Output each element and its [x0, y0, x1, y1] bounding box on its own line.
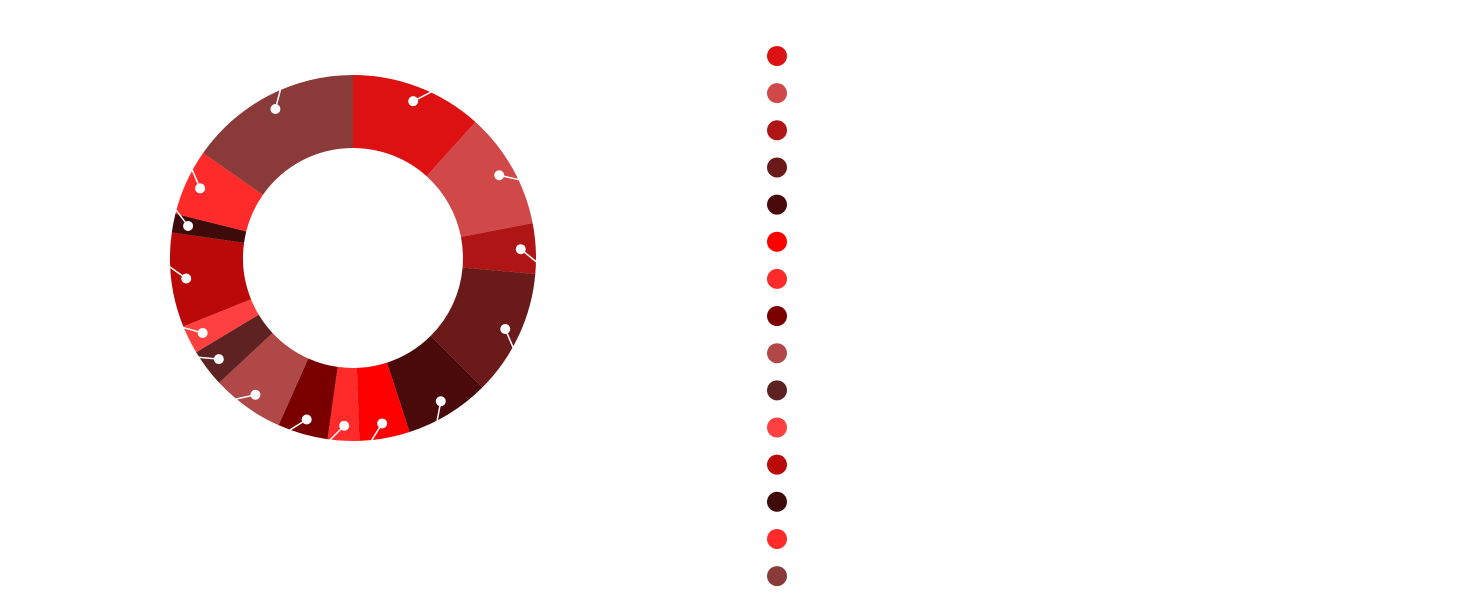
legend-swatch	[767, 268, 787, 289]
legend-swatch	[767, 157, 787, 178]
donut-slice	[353, 75, 476, 177]
leader-dot	[183, 220, 194, 231]
leader-dot	[270, 103, 281, 114]
legend-swatch	[767, 46, 787, 66]
legend-swatch	[767, 380, 787, 401]
leader-dot	[339, 420, 350, 431]
donut-slice	[175, 153, 263, 232]
donut-slice	[171, 213, 247, 243]
legend-swatch	[767, 417, 787, 438]
donut-slice	[327, 366, 360, 441]
leader-dot	[181, 273, 192, 284]
leader-dot	[494, 170, 505, 181]
legend-swatch	[767, 194, 787, 215]
leader-dot	[408, 96, 419, 107]
legend-swatch	[767, 491, 787, 512]
leader-dot	[500, 323, 511, 334]
donut-slice	[169, 232, 252, 327]
legend-swatch	[767, 343, 787, 364]
leader-dot	[213, 354, 224, 365]
donut-slice	[203, 75, 353, 195]
legend-swatch	[767, 231, 787, 252]
legend-swatch	[767, 83, 787, 104]
donut-slice	[278, 358, 338, 440]
legend-swatch	[767, 306, 787, 327]
leader-dot	[435, 396, 446, 407]
legend-swatch	[767, 566, 787, 587]
leader-dot	[195, 183, 206, 194]
leader-dot	[301, 414, 312, 425]
donut-slice	[430, 267, 536, 388]
donut-slice	[183, 299, 259, 353]
leader-dot	[197, 327, 208, 338]
donut-slice	[460, 223, 536, 274]
donut-slice	[196, 314, 273, 383]
leader-dot	[377, 418, 388, 429]
donut-slice	[219, 333, 309, 426]
legend-swatch	[767, 528, 787, 549]
donut-slice	[386, 335, 483, 433]
donut-slice	[426, 122, 533, 238]
donut-slice	[356, 362, 410, 441]
legend-swatch	[767, 454, 787, 475]
legend-swatch	[767, 120, 787, 141]
leader-dot	[515, 244, 526, 255]
leader-dot	[250, 389, 261, 400]
